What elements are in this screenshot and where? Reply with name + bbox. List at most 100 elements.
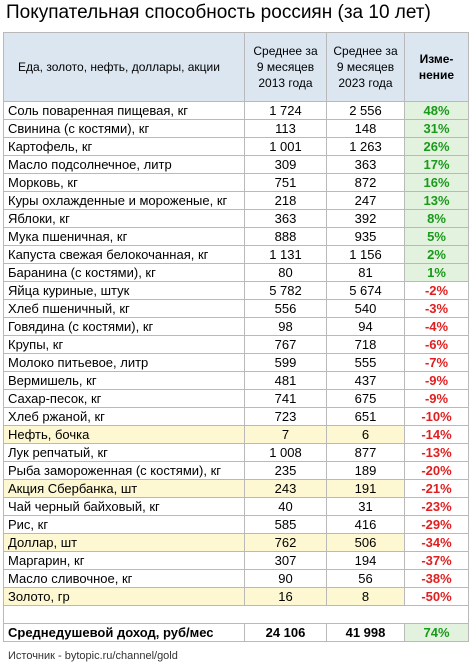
table-row: Лук репчатый, кг 1 008 877 -13% [3, 443, 469, 462]
purchasing-power-table: Еда, золото, нефть, доллары, акции Средн… [3, 32, 469, 642]
row-name: Лук репчатый, кг [3, 443, 245, 462]
table-row: Говядина (с костями), кг 98 94 -4% [3, 317, 469, 336]
row-change: 1% [404, 263, 469, 282]
row-name: Яблоки, кг [3, 209, 245, 228]
row-change: -7% [404, 353, 469, 372]
table-row: Акция Сбербанка, шт 243 191 -21% [3, 479, 469, 498]
row-value-2013: 7 [244, 425, 327, 444]
row-value-2013: 98 [244, 317, 327, 336]
row-name: Акция Сбербанка, шт [3, 479, 245, 498]
row-name: Нефть, бочка [3, 425, 245, 444]
table-row: Соль поваренная пищевая, кг 1 724 2 556 48% [3, 101, 469, 120]
row-value-2023: 506 [326, 533, 405, 552]
table-spacer [3, 605, 469, 624]
total-row: Среднедушевой доход, руб/мес 24 106 41 9… [3, 623, 469, 642]
row-name: Крупы, кг [3, 335, 245, 354]
row-value-2023: 191 [326, 479, 405, 498]
row-change: -14% [404, 425, 469, 444]
row-value-2013: 751 [244, 173, 327, 192]
row-change: 31% [404, 119, 469, 138]
header-2023: Среднее за 9 месяцев 2023 года [326, 32, 405, 102]
row-name: Рис, кг [3, 515, 245, 534]
row-change: 13% [404, 191, 469, 210]
total-change: 74% [404, 623, 469, 642]
row-value-2023: 81 [326, 263, 405, 282]
row-change: 2% [404, 245, 469, 264]
row-value-2013: 723 [244, 407, 327, 426]
row-value-2013: 40 [244, 497, 327, 516]
row-name: Вермишель, кг [3, 371, 245, 390]
table-header-row: Еда, золото, нефть, доллары, акции Средн… [3, 32, 469, 102]
row-name: Говядина (с костями), кг [3, 317, 245, 336]
row-value-2023: 935 [326, 227, 405, 246]
row-name: Яйца куриные, штук [3, 281, 245, 300]
row-change: -38% [404, 569, 469, 588]
table-row: Рыба замороженная (с костями), кг 235 189-… [3, 461, 469, 480]
table-row: Хлеб ржаной, кг 723 651 -10% [3, 407, 469, 426]
table-row: Куры охлажденные и мороженые, кг 218 247 13… [3, 191, 469, 210]
row-value-2013: 307 [244, 551, 327, 570]
row-name: Хлеб пшеничный, кг [3, 299, 245, 318]
row-value-2013: 235 [244, 461, 327, 480]
table-row: Золото, гр 16 8 -50% [3, 587, 469, 606]
table-row: Доллар, шт 762 506 -34% [3, 533, 469, 552]
table-row: Масло сливочное, кг 90 56 -38% [3, 569, 469, 588]
row-change: -3% [404, 299, 469, 318]
row-name: Маргарин, кг [3, 551, 245, 570]
row-change: -20% [404, 461, 469, 480]
row-name: Масло подсолнечное, литр [3, 155, 245, 174]
row-name: Сахар-песок, кг [3, 389, 245, 408]
row-value-2013: 1 724 [244, 101, 327, 120]
row-name: Морковь, кг [3, 173, 245, 192]
table-row: Вермишель, кг 481 437 -9% [3, 371, 469, 390]
row-value-2013: 80 [244, 263, 327, 282]
row-value-2023: 148 [326, 119, 405, 138]
row-value-2023: 872 [326, 173, 405, 192]
row-value-2013: 1 001 [244, 137, 327, 156]
table-row: Чай черный байховый, кг 40 31 -23% [3, 497, 469, 516]
table-row: Крупы, кг 767 718 -6% [3, 335, 469, 354]
row-change: -9% [404, 389, 469, 408]
table-row: Яйца куриные, штук 5 782 5 674 -2% [3, 281, 469, 300]
row-name: Рыба замороженная (с костями), кг [3, 461, 245, 480]
row-value-2023: 718 [326, 335, 405, 354]
table-row: Мука пшеничная, кг 888 935 5% [3, 227, 469, 246]
row-name: Масло сливочное, кг [3, 569, 245, 588]
row-value-2023: 437 [326, 371, 405, 390]
row-value-2023: 877 [326, 443, 405, 462]
row-value-2013: 481 [244, 371, 327, 390]
row-change: -6% [404, 335, 469, 354]
row-value-2023: 392 [326, 209, 405, 228]
row-change: 16% [404, 173, 469, 192]
table-row: Яблоки, кг 363 392 8% [3, 209, 469, 228]
row-value-2023: 416 [326, 515, 405, 534]
source-note: Источник - bytopic.ru/channel/gold [8, 650, 178, 662]
row-name: Доллар, шт [3, 533, 245, 552]
row-change: -29% [404, 515, 469, 534]
header-item: Еда, золото, нефть, доллары, акции [3, 32, 245, 102]
row-name: Хлеб ржаной, кг [3, 407, 245, 426]
row-value-2023: 8 [326, 587, 405, 606]
row-name: Золото, гр [3, 587, 245, 606]
row-change: -10% [404, 407, 469, 426]
table-row: Масло подсолнечное, литр 309 363 17% [3, 155, 469, 174]
row-value-2023: 56 [326, 569, 405, 588]
row-value-2023: 675 [326, 389, 405, 408]
row-value-2023: 555 [326, 353, 405, 372]
row-value-2023: 31 [326, 497, 405, 516]
row-value-2023: 194 [326, 551, 405, 570]
row-name: Мука пшеничная, кг [3, 227, 245, 246]
row-value-2013: 1 131 [244, 245, 327, 264]
page-title: Покупательная способность россиян (за 10… [6, 2, 431, 23]
row-value-2013: 16 [244, 587, 327, 606]
row-value-2023: 2 556 [326, 101, 405, 120]
row-value-2013: 762 [244, 533, 327, 552]
row-change: -13% [404, 443, 469, 462]
row-change: 48% [404, 101, 469, 120]
row-name: Молоко питьевое, литр [3, 353, 245, 372]
row-change: -4% [404, 317, 469, 336]
total-2023: 41 998 [326, 623, 405, 642]
row-value-2013: 90 [244, 569, 327, 588]
row-value-2023: 189 [326, 461, 405, 480]
row-name: Капуста свежая белокочанная, кг [3, 245, 245, 264]
